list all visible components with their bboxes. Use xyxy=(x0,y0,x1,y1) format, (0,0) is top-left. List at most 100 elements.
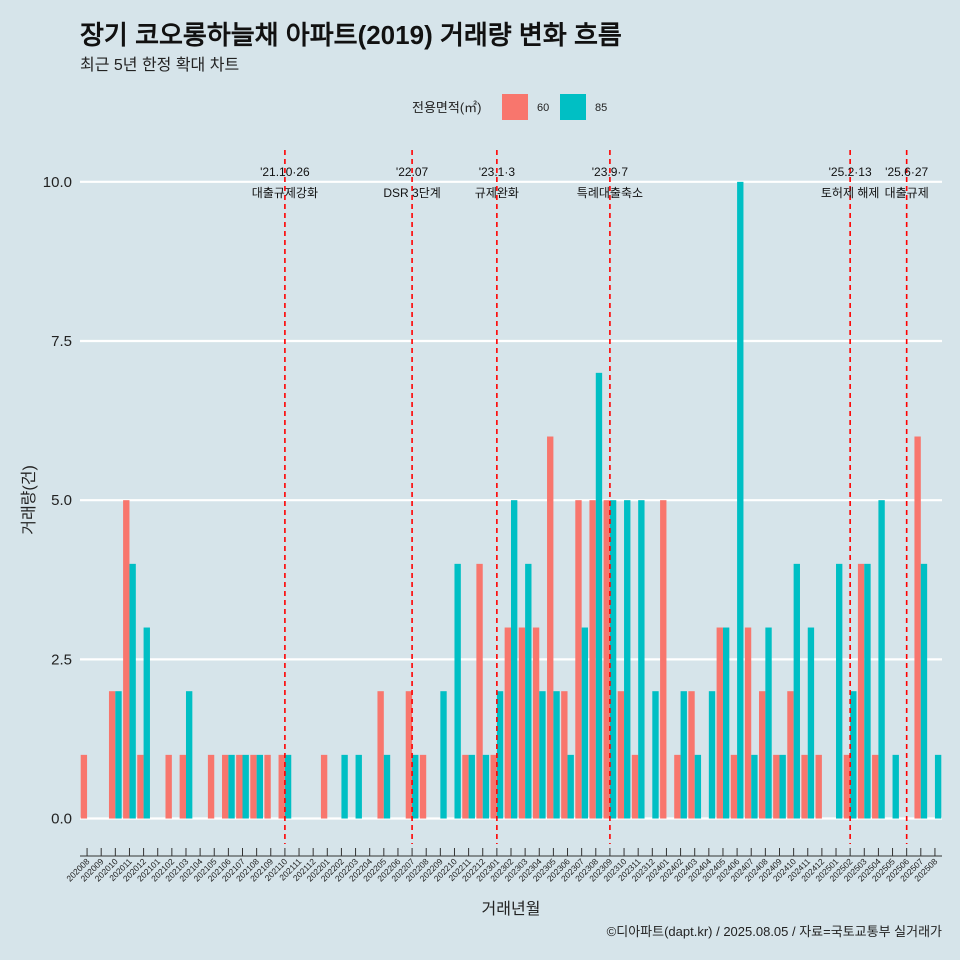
bar-85-202409 xyxy=(779,754,786,819)
bar-85-202304 xyxy=(539,691,546,819)
bar-85-202103 xyxy=(185,691,193,819)
bar-60-202207 xyxy=(405,691,413,819)
bar-85-202507 xyxy=(920,563,928,819)
bar-60-202208 xyxy=(419,754,427,819)
bar-60-202307 xyxy=(575,500,582,819)
bar-85-202403 xyxy=(694,754,702,819)
bar-60-202107 xyxy=(236,754,243,819)
legend-title: 전용면적(㎡) xyxy=(412,100,482,115)
bar-85-202108 xyxy=(256,754,263,819)
bar-85-202502 xyxy=(850,691,857,819)
bar-85-202209 xyxy=(440,691,447,819)
bar-85-202505 xyxy=(892,754,899,819)
bar-60-202403 xyxy=(688,691,695,819)
bar-85-202408 xyxy=(765,627,772,819)
bar-60-202306 xyxy=(561,691,568,819)
legend-label-85: 85 xyxy=(595,102,607,114)
y-tick-label: 2.5 xyxy=(51,651,72,668)
event-desc-label: 대출규제 xyxy=(885,186,929,200)
bar-60-202211 xyxy=(462,754,469,819)
event-date-label: '25.6·27 xyxy=(885,165,928,179)
x-axis: 2020082020092020102020112020122021012021… xyxy=(64,848,942,883)
bar-85-202012 xyxy=(143,627,150,819)
legend: 전용면적(㎡) 60 85 xyxy=(412,94,607,120)
bar-85-202210 xyxy=(454,563,461,819)
event-date-label: '23.1·3 xyxy=(479,165,516,179)
bar-85-202501 xyxy=(836,563,843,819)
chart-subtitle: 최근 5년 한정 확대 차트 xyxy=(80,56,239,74)
bar-85-202407 xyxy=(751,754,758,819)
bar-85-202205 xyxy=(383,754,391,819)
bar-85-202307 xyxy=(581,627,589,819)
y-tick-label: 5.0 xyxy=(51,492,72,509)
bar-60-202401 xyxy=(660,500,667,819)
bar-85-202402 xyxy=(680,691,687,819)
bars xyxy=(80,181,942,819)
event-date-label: '23.9·7 xyxy=(592,165,629,179)
bar-60-202405 xyxy=(716,627,723,819)
bar-85-202309 xyxy=(609,500,617,819)
bar-60-202110 xyxy=(278,754,285,819)
bar-60-202212 xyxy=(476,563,483,819)
bar-85-202508 xyxy=(934,754,942,819)
bar-60-202301 xyxy=(490,754,497,819)
bar-60-202309 xyxy=(603,500,610,819)
caption: ©디아파트(dapt.kr) / 2025.08.05 / 자료=국토교통부 실… xyxy=(607,924,942,939)
bar-85-202504 xyxy=(878,500,885,819)
bar-85-202308 xyxy=(595,372,603,819)
bar-60-202406 xyxy=(730,754,738,819)
bar-85-202202 xyxy=(341,754,348,819)
y-axis-label: 거래량(건) xyxy=(20,465,38,535)
event-desc-label: 규제완화 xyxy=(475,186,519,200)
event-desc-label: 대출규제강화 xyxy=(252,186,318,200)
legend-swatch-60 xyxy=(502,94,528,120)
bar-60-202310 xyxy=(617,691,625,819)
bar-85-202503 xyxy=(864,563,871,819)
y-tick-label: 10.0 xyxy=(43,174,72,191)
legend-swatch-85 xyxy=(560,94,586,120)
bar-60-202102 xyxy=(165,754,172,819)
y-tick-label: 0.0 xyxy=(51,811,72,828)
bar-85-202303 xyxy=(525,563,532,819)
bar-60-202305 xyxy=(547,436,554,819)
bar-85-202404 xyxy=(708,691,716,819)
bar-85-202207 xyxy=(412,754,419,819)
bar-60-202106 xyxy=(222,754,229,819)
bar-60-202010 xyxy=(108,691,116,819)
bar-85-202406 xyxy=(737,181,744,819)
bar-85-202311 xyxy=(638,500,645,819)
bar-60-202311 xyxy=(631,754,639,819)
event-desc-label: 토허제 해제 xyxy=(821,186,880,200)
bar-60-202108 xyxy=(250,754,257,819)
event-lines: '21.10·26 대출규제강화 '22.07 DSR 3단계 '23.1·3 규제완화 '… xyxy=(252,150,929,844)
bar-60-202502 xyxy=(843,754,851,819)
bar-60-202402 xyxy=(674,754,681,819)
event-desc-label: DSR 3단계 xyxy=(383,186,440,200)
bar-60-202507 xyxy=(914,436,921,819)
x-axis-label: 거래년월 xyxy=(482,900,541,918)
bar-85-202212 xyxy=(482,754,490,819)
bar-60-202008 xyxy=(80,754,88,819)
bar-60-202409 xyxy=(773,754,780,819)
bar-60-202411 xyxy=(801,754,808,819)
bar-85-202011 xyxy=(129,563,136,819)
bar-85-202306 xyxy=(567,754,574,819)
event-date-label: '25.2·13 xyxy=(829,165,872,179)
bar-60-202304 xyxy=(532,627,540,819)
bar-60-202201 xyxy=(320,754,328,819)
bar-85-202310 xyxy=(624,500,631,819)
bar-60-202408 xyxy=(759,691,766,819)
bar-85-202106 xyxy=(228,754,235,819)
bar-85-202405 xyxy=(722,627,730,819)
bar-85-202211 xyxy=(468,754,475,819)
bar-60-202109 xyxy=(264,754,271,819)
bar-60-202308 xyxy=(589,500,596,819)
bar-85-202410 xyxy=(793,563,800,819)
bar-60-202303 xyxy=(518,627,526,819)
bar-85-202010 xyxy=(115,691,122,819)
event-date-label: '21.10·26 xyxy=(260,165,310,179)
bar-60-202011 xyxy=(123,500,130,819)
bar-60-202407 xyxy=(744,627,752,819)
bar-60-202410 xyxy=(787,691,794,819)
bar-60-202205 xyxy=(377,691,384,819)
